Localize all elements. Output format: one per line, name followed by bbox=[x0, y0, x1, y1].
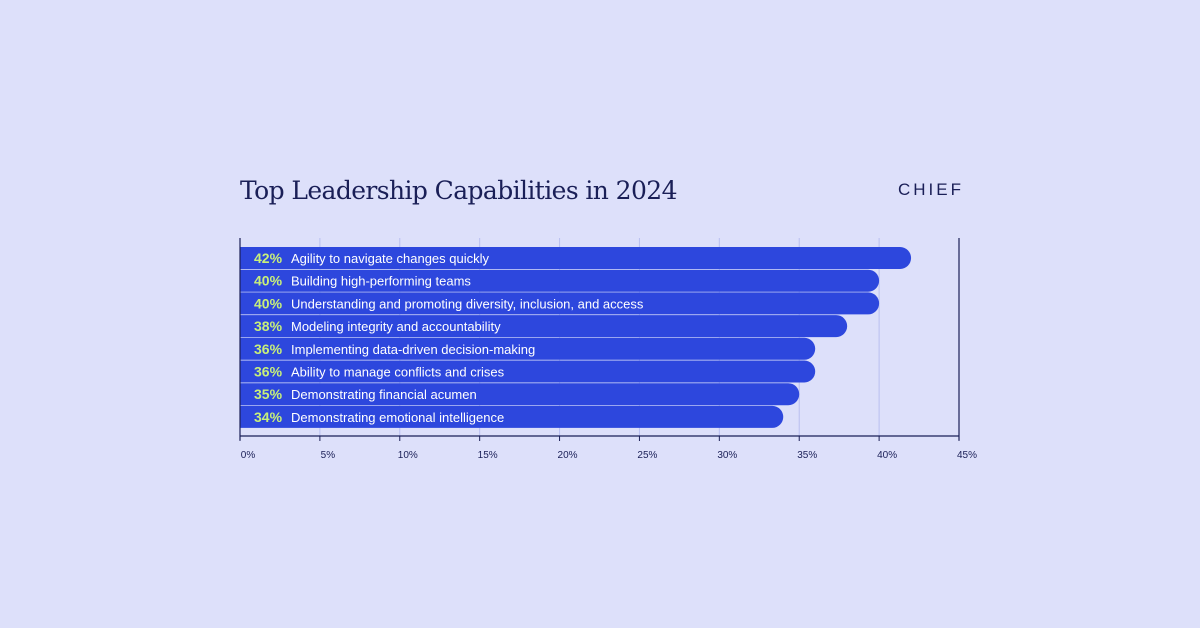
bar bbox=[240, 315, 848, 338]
x-tick-label: 30% bbox=[717, 450, 737, 461]
bar-category-label: Understanding and promoting diversity, i… bbox=[291, 296, 644, 311]
bar-value-label: 42% bbox=[254, 250, 283, 266]
x-tick-label: 15% bbox=[478, 450, 498, 461]
bar-category-label: Demonstrating emotional intelligence bbox=[291, 410, 504, 425]
bar-value-label: 36% bbox=[254, 341, 283, 357]
bar bbox=[240, 269, 880, 292]
bar bbox=[240, 247, 912, 269]
bar-value-label: 38% bbox=[254, 318, 283, 334]
axes: 0% 5% 10% 15% 20% 25% 30% 35% 40% 45% bbox=[239, 238, 977, 461]
bar bbox=[240, 360, 816, 383]
x-tick-label: 40% bbox=[877, 450, 897, 461]
x-tick-label: 0% bbox=[241, 450, 256, 461]
bar-category-label: Ability to manage conflicts and crises bbox=[291, 365, 505, 380]
bar-category-label: Implementing data-driven decision-making bbox=[291, 342, 535, 357]
bar bbox=[240, 292, 880, 315]
x-tick-label: 35% bbox=[797, 450, 817, 461]
bar-value-label: 35% bbox=[254, 386, 283, 402]
bars: 42% Agility to navigate changes quickly 40… bbox=[240, 247, 912, 428]
bar-value-label: 36% bbox=[254, 364, 283, 380]
bar bbox=[240, 383, 800, 406]
bar bbox=[240, 405, 784, 428]
x-tick-label: 10% bbox=[398, 450, 418, 461]
bar-category-label: Agility to navigate changes quickly bbox=[291, 251, 490, 266]
chart-title: Top Leadership Capabilities in 2024 bbox=[240, 176, 677, 205]
bar-category-label: Modeling integrity and accountability bbox=[291, 319, 501, 334]
x-tick-label: 25% bbox=[637, 450, 657, 461]
bar-category-label: Demonstrating financial acumen bbox=[291, 387, 477, 402]
bar-value-label: 40% bbox=[254, 273, 283, 289]
bar bbox=[240, 337, 816, 360]
bar-value-label: 34% bbox=[254, 409, 283, 425]
bar-category-label: Building high-performing teams bbox=[291, 274, 471, 289]
x-tick-label: 45% bbox=[957, 450, 977, 461]
x-tick-label: 20% bbox=[558, 450, 578, 461]
x-tick-label: 5% bbox=[321, 450, 336, 461]
brand-logo: CHIEF bbox=[898, 180, 964, 199]
bar-value-label: 40% bbox=[254, 295, 283, 311]
